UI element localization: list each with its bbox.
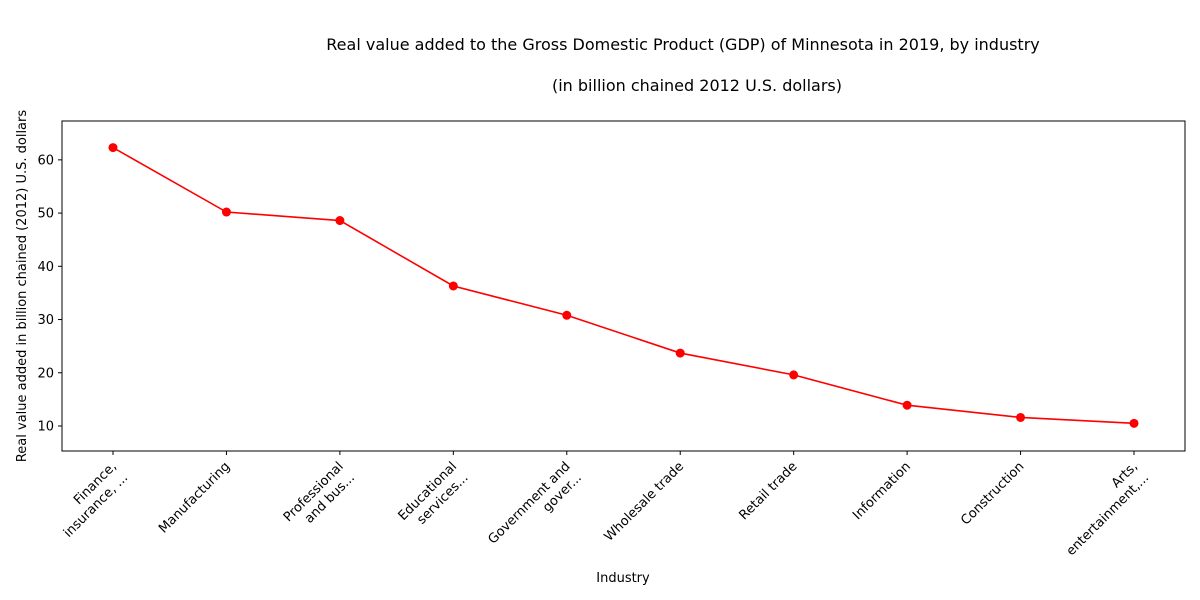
x-tick-label: Manufacturing (156, 459, 233, 536)
x-tick-label: Finance,insurance, ... (50, 459, 131, 540)
data-point (221, 207, 231, 217)
data-point (902, 400, 912, 410)
series-line (112, 146, 1135, 425)
data-point (335, 216, 345, 226)
y-tick-label: 60 (37, 153, 54, 168)
y-tick-label: 20 (37, 366, 54, 381)
data-point (108, 143, 118, 153)
y-axis: 10 20 30 40 50 60 (37, 153, 62, 434)
plot-area-frame (61, 120, 1186, 452)
x-tick-label: Arts,entertainment,... (1052, 459, 1152, 559)
chart-title: Real value added to the Gross Domestic P… (326, 35, 1039, 54)
x-axis-label: Industry (596, 571, 650, 586)
y-tick-label: 10 (37, 419, 54, 434)
y-tick-label: 50 (37, 207, 54, 222)
x-tick-label: Information (850, 459, 914, 523)
data-point (789, 370, 799, 380)
x-tick-label: Construction (958, 459, 1027, 528)
data-point (675, 348, 685, 358)
data-point (1016, 412, 1026, 422)
x-axis: Finance,insurance, ... Manufacturing Profe… (50, 451, 1152, 559)
x-tick-label: Wholesale trade (602, 459, 687, 544)
y-axis-label: Real value added in billion chained (201… (15, 110, 30, 463)
y-tick-label: 40 (37, 260, 54, 275)
data-point (562, 310, 572, 320)
x-tick-label: Retail trade (736, 459, 800, 523)
y-tick-label: 30 (37, 313, 54, 328)
chart-subtitle: (in billion chained 2012 U.S. dollars) (552, 76, 842, 95)
data-point (448, 281, 458, 291)
x-tick-label: Educationalservices... (396, 459, 472, 535)
x-tick-label: Professionaland bus... (281, 459, 358, 536)
x-tick-label: Government andgover... (485, 459, 584, 558)
data-point (1129, 418, 1139, 428)
data-series (108, 143, 1139, 428)
